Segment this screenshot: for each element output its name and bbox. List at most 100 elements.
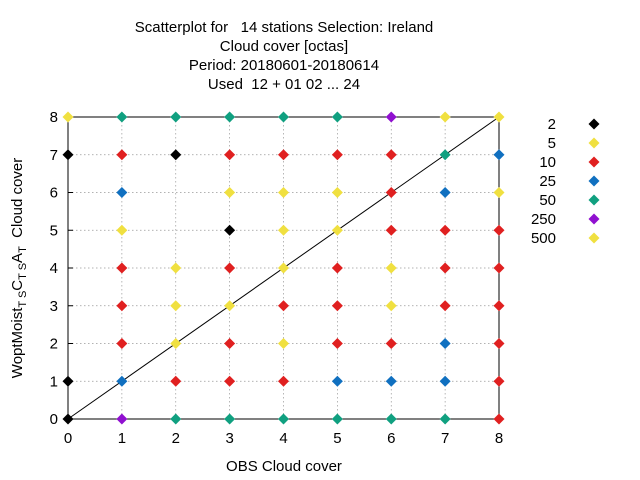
data-point [385,375,397,387]
data-point [331,262,343,274]
data-point [224,111,236,123]
data-point [385,300,397,312]
x-tick-label: 3 [225,430,233,447]
data-point [331,413,343,425]
data-point [62,375,74,387]
data-point [493,300,505,312]
data-point [439,149,451,161]
y-label-part: WoptMoist [9,307,26,378]
x-tick-label: 2 [172,430,180,447]
legend-label: 25 [539,173,556,190]
data-point [116,224,128,236]
legend-marker [588,118,600,130]
data-point [385,224,397,236]
data-point [224,224,236,236]
y-label-part: T S [17,291,29,308]
legend-marker [588,156,600,168]
data-point [385,338,397,349]
data-point [493,224,505,236]
data-point [278,413,289,425]
data-point [439,375,451,387]
data-point [385,262,397,274]
data-point [116,149,128,161]
x-tick-label: 7 [441,430,449,447]
data-point [116,338,128,349]
data-point [331,300,343,312]
data-point [385,413,397,425]
data-point [170,375,182,387]
data-point [278,111,289,123]
chart-title: Scatterplot for 14 stations Selection: I… [135,19,434,93]
y-tick-label: 6 [50,185,58,202]
x-tick-label: 4 [279,430,287,447]
y-label-part: A [9,253,26,263]
data-point [170,300,182,312]
data-point [493,187,505,198]
data-point [331,338,343,349]
legend-label: 10 [539,154,556,171]
data-point [62,111,74,123]
legend-marker [588,213,600,225]
data-point [385,149,397,161]
data-point [278,149,289,161]
data-point [278,338,289,349]
legend-marker [588,175,600,187]
x-tick-label: 0 [64,430,72,447]
data-point [331,375,343,387]
y-label-part: T S [17,263,29,280]
data-point [439,338,451,349]
y-label-part: Cloud cover [9,158,26,246]
x-tick-label: 5 [333,430,341,447]
data-point [170,338,182,349]
y-tick-label: 0 [50,411,58,428]
data-point [224,187,236,198]
data-point [331,187,343,198]
y-tick-label: 8 [50,109,58,126]
x-tick-label: 6 [387,430,395,447]
data-point [493,413,505,425]
legend-label: 50 [539,192,556,209]
y-tick-label: 3 [50,298,58,315]
data-point [493,149,505,161]
data-point [116,300,128,312]
legend-label: 250 [531,211,556,228]
data-point [439,262,451,274]
data-point [278,224,289,236]
data-point [439,187,451,198]
data-points [62,111,505,425]
data-point [116,187,128,198]
data-point [170,413,182,425]
data-point [439,224,451,236]
data-point [385,187,397,198]
data-point [224,300,236,312]
data-point [493,338,505,349]
data-point [439,300,451,312]
data-point [224,375,236,387]
y-label-part: T [17,246,29,253]
legend-marker [588,137,600,149]
data-point [439,413,451,425]
data-point [224,262,236,274]
data-point [224,413,236,425]
title-line: Scatterplot for 14 stations Selection: I… [135,19,434,36]
x-axis-label: OBS Cloud cover [226,458,342,475]
data-point [278,300,289,312]
data-point [385,111,397,123]
y-tick-label: 7 [50,147,58,164]
data-point [116,375,128,387]
title-line: Used 12 + 01 02 ... 24 [208,76,360,93]
data-point [224,338,236,349]
y-tick-label: 5 [50,222,58,239]
legend-marker [588,194,600,206]
x-tick-label: 1 [118,430,126,447]
y-tick-label: 4 [50,260,58,277]
y-axis-label: WoptMoistT SCT SAT Cloud cover [9,158,29,378]
data-point [170,262,182,274]
data-point [278,187,289,198]
data-point [224,149,236,161]
data-point [331,149,343,161]
legend-label: 500 [531,230,556,247]
data-point [278,375,289,387]
